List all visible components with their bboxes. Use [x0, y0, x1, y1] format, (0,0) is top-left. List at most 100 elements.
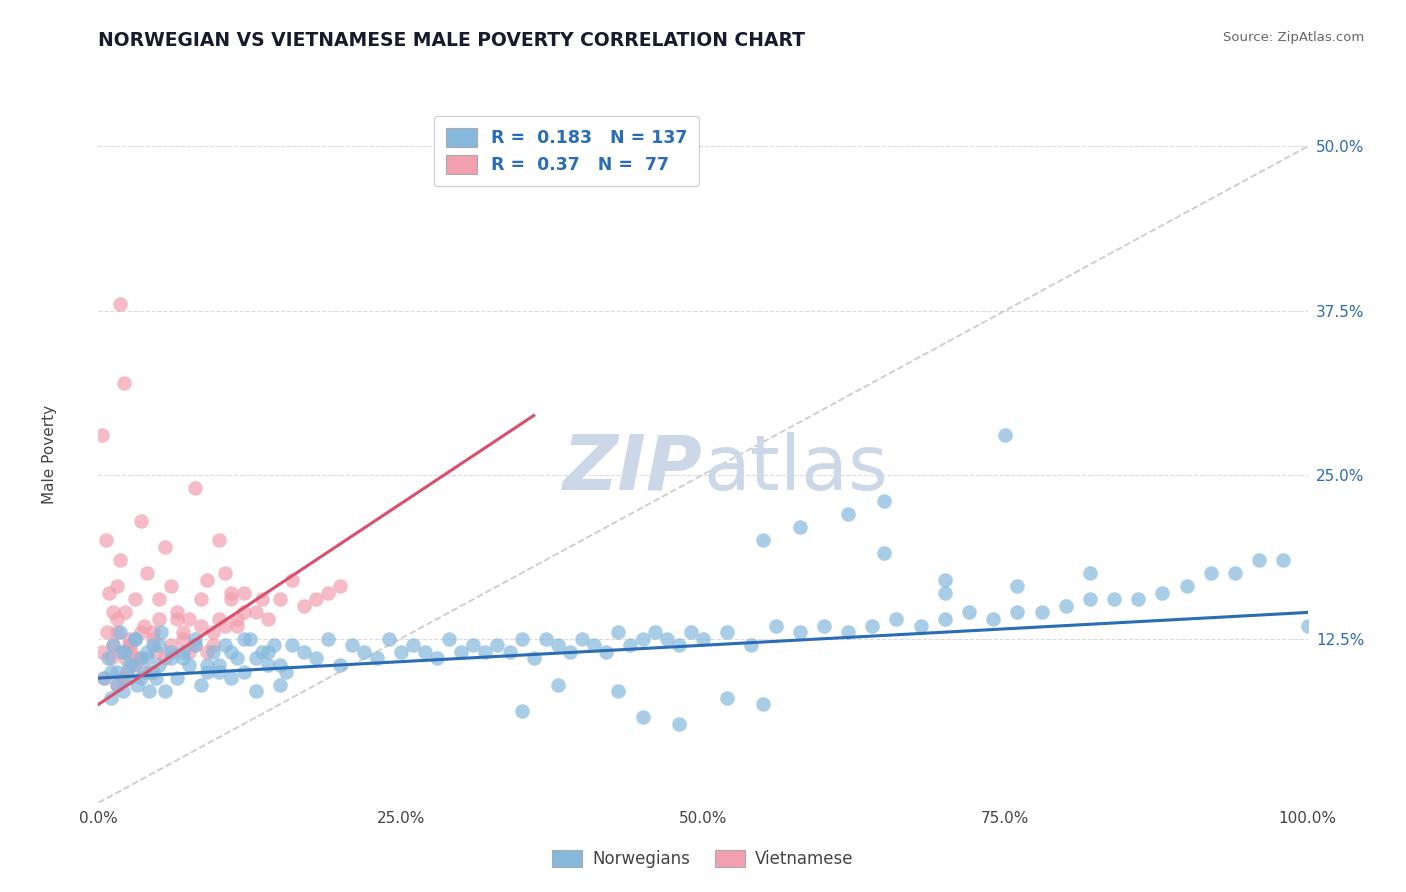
Point — [740, 638, 762, 652]
Point — [153, 684, 176, 698]
Point — [172, 625, 194, 640]
Point — [101, 606, 124, 620]
Point — [245, 606, 267, 620]
Point — [184, 632, 207, 646]
Point — [195, 645, 218, 659]
Point — [547, 638, 569, 652]
Point — [124, 632, 146, 646]
Point — [957, 606, 980, 620]
Point — [105, 579, 128, 593]
Point — [145, 645, 167, 659]
Point — [1078, 592, 1101, 607]
Point — [184, 638, 207, 652]
Point — [873, 494, 896, 508]
Point — [498, 645, 520, 659]
Point — [135, 566, 157, 580]
Point — [607, 684, 630, 698]
Point — [789, 520, 811, 534]
Point — [910, 618, 932, 632]
Point — [105, 612, 128, 626]
Point — [765, 618, 787, 632]
Point — [305, 651, 328, 665]
Point — [934, 586, 956, 600]
Point — [108, 625, 131, 640]
Point — [752, 533, 775, 548]
Legend: Norwegians, Vietnamese: Norwegians, Vietnamese — [546, 843, 860, 874]
Point — [112, 376, 135, 390]
Point — [202, 625, 225, 640]
Point — [202, 645, 225, 659]
Point — [426, 651, 449, 665]
Point — [981, 612, 1004, 626]
Point — [177, 612, 201, 626]
Point — [226, 612, 249, 626]
Point — [214, 566, 236, 580]
Point — [177, 645, 201, 659]
Point — [1007, 579, 1029, 593]
Point — [166, 671, 188, 685]
Point — [134, 665, 156, 679]
Point — [117, 665, 139, 679]
Point — [366, 651, 388, 665]
Point — [437, 632, 460, 646]
Point — [184, 481, 207, 495]
Point — [342, 638, 364, 652]
Point — [172, 632, 194, 646]
Point — [214, 618, 236, 632]
Point — [94, 533, 117, 548]
Point — [127, 678, 149, 692]
Point — [232, 586, 254, 600]
Point — [124, 657, 146, 672]
Point — [118, 632, 141, 646]
Point — [100, 665, 122, 679]
Point — [789, 625, 811, 640]
Point — [1078, 566, 1101, 580]
Point — [1296, 618, 1319, 632]
Point — [232, 606, 254, 620]
Point — [101, 638, 124, 652]
Point — [145, 671, 167, 685]
Point — [221, 671, 243, 685]
Point — [105, 678, 128, 692]
Point — [1249, 553, 1271, 567]
Point — [153, 540, 176, 554]
Point — [860, 618, 883, 632]
Point — [108, 645, 131, 659]
Point — [135, 645, 157, 659]
Point — [547, 678, 569, 692]
Point — [97, 651, 120, 665]
Point — [166, 606, 188, 620]
Point — [1175, 579, 1198, 593]
Point — [208, 657, 231, 672]
Point — [148, 638, 170, 652]
Point — [679, 625, 702, 640]
Point — [644, 625, 666, 640]
Point — [534, 632, 557, 646]
Point — [98, 586, 121, 600]
Point — [221, 586, 243, 600]
Point — [105, 665, 128, 679]
Point — [269, 678, 291, 692]
Point — [752, 698, 775, 712]
Point — [129, 671, 152, 685]
Point — [150, 625, 173, 640]
Point — [619, 638, 641, 652]
Point — [269, 657, 291, 672]
Point — [316, 632, 339, 646]
Point — [118, 638, 141, 652]
Point — [329, 657, 352, 672]
Text: ZIP: ZIP — [564, 432, 703, 506]
Point — [523, 651, 546, 665]
Point — [142, 638, 165, 652]
Point — [510, 704, 533, 718]
Point — [208, 612, 231, 626]
Point — [100, 690, 122, 705]
Point — [510, 632, 533, 646]
Point — [274, 665, 297, 679]
Point — [202, 638, 225, 652]
Point — [100, 651, 122, 665]
Point — [934, 573, 956, 587]
Point — [226, 618, 249, 632]
Point — [1272, 553, 1295, 567]
Point — [226, 651, 249, 665]
